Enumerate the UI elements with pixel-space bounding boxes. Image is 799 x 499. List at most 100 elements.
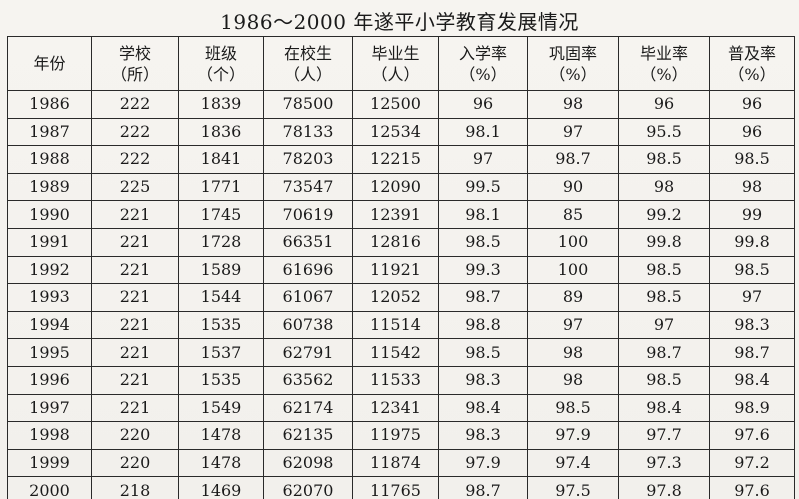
table-cell: 98 (618, 172, 710, 202)
header-label: 年份 (33, 54, 66, 73)
table-cell: 11514 (352, 310, 439, 340)
table-cell: 98.5 (618, 255, 710, 285)
table-cell: 11921 (352, 255, 439, 285)
table-cell: 96 (709, 90, 795, 119)
table-cell: 98.5 (618, 283, 710, 312)
table-cell: 1999 (7, 448, 92, 478)
table-cell: 1841 (178, 145, 264, 174)
table-cell: 12391 (352, 200, 439, 229)
table-cell: 98.3 (438, 365, 528, 395)
table-cell: 1991 (7, 227, 92, 257)
table-cell: 221 (91, 200, 179, 229)
table-cell: 1994 (7, 310, 92, 340)
header-enrollment-rate: 入学率 （%） (438, 36, 528, 91)
table-cell: 12816 (352, 227, 439, 257)
table-cell: 99.3 (438, 255, 528, 285)
table-cell: 1990 (7, 200, 92, 229)
table-cell: 1998 (7, 421, 92, 450)
table-cell: 97.3 (618, 448, 710, 478)
table-cell: 220 (91, 448, 179, 478)
table-cell: 97.9 (527, 421, 619, 450)
table-cell: 218 (91, 476, 179, 499)
table-cell: 97.6 (709, 421, 795, 450)
header-schools: 学校 （所） (91, 36, 179, 91)
table-cell: 1989 (7, 172, 92, 202)
table-cell: 225 (91, 172, 179, 202)
table-cell: 98.7 (709, 338, 795, 367)
table-cell: 221 (91, 283, 179, 312)
document-title: 1986～2000 年遂平小学教育发展情况 (220, 10, 579, 34)
header-label: 毕业率 (639, 43, 688, 63)
table-cell: 221 (91, 227, 179, 257)
table-cell: 1728 (178, 227, 264, 257)
table-cell: 66351 (263, 227, 353, 257)
table-cell: 222 (91, 145, 179, 174)
header-unit: （%） (549, 64, 597, 84)
table-cell: 221 (91, 255, 179, 285)
table-cell: 98 (527, 338, 619, 367)
table-cell: 98 (527, 90, 619, 119)
table-cell: 1589 (178, 255, 264, 285)
table-cell: 12534 (352, 117, 439, 147)
table-cell: 97.2 (709, 448, 795, 478)
header-label: 入学率 (458, 43, 507, 63)
table-cell: 1535 (178, 310, 264, 340)
table-cell: 85 (527, 200, 619, 229)
table-cell: 62098 (263, 448, 353, 478)
table-cell: 98.7 (438, 476, 528, 499)
table-cell: 1992 (7, 255, 92, 285)
table-cell: 1995 (7, 338, 92, 367)
table-cell: 98.7 (438, 283, 528, 312)
table-cell: 98.1 (438, 117, 528, 147)
table-cell: 98.3 (709, 310, 795, 340)
table-cell: 100 (527, 227, 619, 257)
table-row: 1998 220 1478 62135 11975 98.3 97.9 97.7 97.6 (7, 421, 795, 450)
table-cell: 98.5 (618, 145, 710, 174)
table-cell: 222 (91, 117, 179, 147)
table-cell: 221 (91, 365, 179, 395)
header-unit: （%） (459, 64, 507, 84)
table-cell: 99.8 (618, 227, 710, 257)
table-cell: 1771 (178, 172, 264, 202)
table-cell: 97 (438, 145, 528, 174)
header-label: 巩固率 (548, 43, 597, 63)
table-cell: 1469 (178, 476, 264, 499)
table-row: 1989 225 1771 73547 12090 99.5 90 98 98 (7, 172, 795, 202)
table-cell: 99 (709, 200, 795, 229)
header-unit: （%） (728, 64, 776, 84)
table-cell: 62070 (263, 476, 353, 499)
table-cell: 98.5 (438, 338, 528, 367)
header-retention-rate: 巩固率 （%） (527, 36, 619, 91)
header-unit: （人） (371, 64, 420, 84)
table-cell: 1544 (178, 283, 264, 312)
table-cell: 98.4 (618, 393, 710, 423)
table-cell: 1986 (7, 90, 92, 119)
table-cell: 11765 (352, 476, 439, 499)
header-label: 毕业生 (371, 43, 420, 63)
table-cell: 221 (91, 338, 179, 367)
table-cell: 1996 (7, 365, 92, 395)
header-graduates: 毕业生 （人） (352, 36, 439, 91)
table-cell: 1549 (178, 393, 264, 423)
table-cell: 97 (709, 283, 795, 312)
table-cell: 1987 (7, 117, 92, 147)
table-cell: 98.7 (618, 338, 710, 367)
table-cell: 97 (618, 310, 710, 340)
table-cell: 11533 (352, 365, 439, 395)
table-cell: 98 (527, 365, 619, 395)
table-header-row: 年份 学校 （所） 班级 （个） 在校生 （人） 毕业生 （人） 入学率 （%） 巩固率 （%） 毕业率（… (7, 36, 795, 91)
table-cell: 61696 (263, 255, 353, 285)
table-cell: 98.4 (709, 365, 795, 395)
header-year: 年份 (7, 36, 92, 91)
table-cell: 98.5 (709, 255, 795, 285)
table-cell: 11542 (352, 338, 439, 367)
header-label: 班级 (204, 43, 237, 63)
table-cell: 12341 (352, 393, 439, 423)
header-graduation-rate: 毕业率 （%） (618, 36, 710, 91)
header-unit: （人） (283, 64, 332, 84)
table-cell: 1745 (178, 200, 264, 229)
table-cell: 1993 (7, 283, 92, 312)
table-cell: 98.8 (438, 310, 528, 340)
table-cell: 99.5 (438, 172, 528, 202)
